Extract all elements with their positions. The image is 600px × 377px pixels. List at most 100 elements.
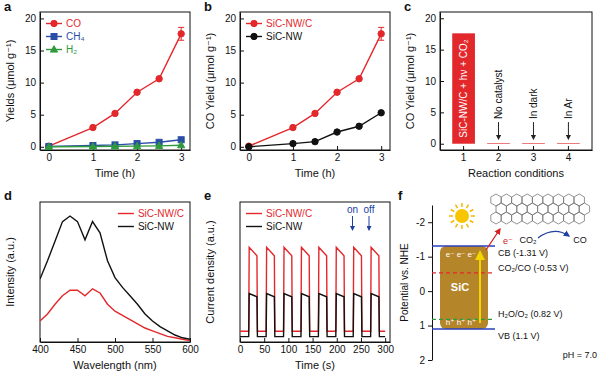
panel-label: d <box>4 188 12 203</box>
tick-mark <box>240 147 244 148</box>
data-point <box>356 76 362 82</box>
tick-label: 450 <box>70 344 87 355</box>
tick: 15 <box>425 44 444 55</box>
legend-label: SiC-NW <box>266 31 303 42</box>
energy-level <box>432 245 495 246</box>
error-bar <box>178 27 184 40</box>
panel: cReaction conditionsCO Yield (μmol g⁻¹)1… <box>404 0 593 179</box>
tick: 550 <box>145 338 162 355</box>
y-axis-line <box>40 13 41 151</box>
legend-entry: SiC-NW <box>246 221 303 232</box>
tick-label: 0 <box>247 152 253 163</box>
x-axis-title: Time (h) <box>295 167 336 179</box>
annotation: SiC-NW/C + hν + CO₂ <box>458 39 469 137</box>
level-label: CO₂/CO (-0.53 V) <box>498 263 569 273</box>
sun-ray <box>470 221 473 223</box>
tick-mark <box>313 338 314 342</box>
y-axis-title: Current density (a.u.) <box>204 220 216 323</box>
legend-label: CO <box>66 18 81 29</box>
panel: dWavelength (nm)Intensity (a.u.)40045050… <box>4 188 199 371</box>
legend-entry: SiC-NW/C <box>246 208 312 219</box>
panel-label: c <box>404 0 411 14</box>
tick: 2 <box>335 146 341 163</box>
tick-label: 250 <box>353 344 370 355</box>
panel: bTime (h)CO Yield (μmol g⁻¹)012305101520… <box>204 0 391 179</box>
tick-mark <box>385 338 386 342</box>
sun-ray <box>451 210 454 212</box>
tick: 600 <box>182 338 199 355</box>
y-axis-title: Potential vs. NHE <box>399 243 410 322</box>
y-axis-title: CO Yield (μmol g⁻¹) <box>404 33 416 130</box>
plot-area <box>240 247 385 336</box>
x-axis-line <box>241 150 391 151</box>
x-axis: 050100150200250300 <box>238 338 395 355</box>
legend-marker <box>251 20 257 26</box>
series-line <box>40 289 190 341</box>
annotation: h⁺ h⁺ h⁺ <box>446 318 476 327</box>
tick-label: 5 <box>30 109 36 120</box>
data-point <box>378 31 384 37</box>
error-bar-cap <box>178 40 184 41</box>
annotation: In Ar <box>563 98 574 119</box>
x-axis-line <box>241 342 391 343</box>
data-point <box>133 142 140 148</box>
legend-entry: SiC-NW/C <box>118 208 184 219</box>
series-line <box>249 113 381 147</box>
bar <box>557 143 580 145</box>
energy-level <box>432 272 495 273</box>
annotation-arrow <box>369 216 370 230</box>
plot-frame <box>240 12 390 150</box>
graphene-sheet <box>491 194 590 224</box>
tick-mark <box>463 146 464 150</box>
tick: 3 <box>531 146 537 163</box>
sun-ray <box>470 210 473 212</box>
annotation-arrow <box>533 122 534 139</box>
tick: 5 <box>230 109 244 120</box>
tick-mark <box>78 338 79 342</box>
tick-label: 0 <box>47 152 53 163</box>
legend-marker <box>51 34 57 40</box>
data-point <box>45 143 52 149</box>
annotation: off <box>364 204 375 215</box>
plot-frame <box>240 202 390 342</box>
data-point <box>378 110 384 116</box>
tick: 0 <box>419 286 432 297</box>
graphene-hexagon <box>574 212 584 224</box>
data-point <box>156 76 162 82</box>
tick-label: -1 <box>416 251 425 262</box>
tick: 2 <box>419 355 432 366</box>
reduction-arrow <box>538 231 569 238</box>
tick-mark <box>440 18 444 19</box>
tick-mark <box>337 338 338 342</box>
tick: 0 <box>238 338 244 355</box>
tick-mark <box>240 51 244 52</box>
plot-frame <box>40 12 190 150</box>
legend-line <box>246 213 262 214</box>
legend-marker <box>251 33 257 39</box>
tick: 300 <box>377 338 394 355</box>
tick-label: 20 <box>25 13 37 24</box>
tick-label: 15 <box>425 44 437 55</box>
data-point <box>246 144 252 150</box>
tick-mark <box>361 338 362 342</box>
legend-marker <box>51 20 57 26</box>
sun-ray <box>467 205 469 208</box>
legend-label: SiC-NW/C <box>138 208 184 219</box>
tick-label: 400 <box>32 344 49 355</box>
tick: 150 <box>305 338 322 355</box>
tick: 0 <box>30 141 44 152</box>
x-axis-title: Time (s) <box>295 359 335 371</box>
tick-mark <box>190 338 191 342</box>
legend-entry: H₂ <box>46 44 77 55</box>
y-axis: 05101520 <box>225 13 244 153</box>
series-line <box>240 247 385 331</box>
sun-ray <box>461 203 463 207</box>
graphene-hexagon <box>512 212 522 224</box>
data-point <box>156 142 163 148</box>
tick-mark <box>153 338 154 342</box>
annotation-arrow <box>568 122 569 139</box>
tick-label: 2 <box>135 152 141 163</box>
legend: SiC-NW/C SiC-NW <box>246 208 312 232</box>
error-bar-cap <box>178 27 184 28</box>
tick: 5 <box>430 107 444 118</box>
